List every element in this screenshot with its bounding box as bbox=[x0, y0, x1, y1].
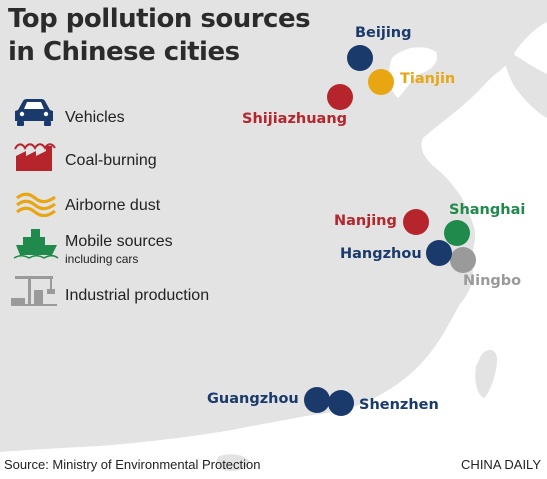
city-dot-hangzhou bbox=[426, 240, 452, 266]
factory-icon bbox=[14, 143, 56, 171]
dust-waves-icon bbox=[15, 192, 56, 217]
city-dot-ningbo bbox=[450, 247, 476, 273]
bohai-sea bbox=[389, 47, 438, 98]
title-line-2: in Chinese cities bbox=[8, 37, 240, 67]
legend-label-industrial-production: Industrial production bbox=[65, 287, 210, 304]
city-label-tianjin: Tianjin bbox=[400, 71, 456, 87]
city-label-guangzhou: Guangzhou bbox=[207, 391, 299, 407]
city-dot-shijiazhuang bbox=[327, 84, 353, 110]
city-dot-shenzhen bbox=[328, 390, 354, 416]
city-dot-guangzhou bbox=[304, 387, 330, 413]
source-note: Source: Ministry of Environmental Protec… bbox=[4, 457, 261, 472]
title-line-1: Top pollution sources bbox=[8, 4, 311, 34]
city-dot-shanghai bbox=[444, 220, 470, 246]
city-label-beijing: Beijing bbox=[355, 25, 412, 41]
industrial-crane-icon bbox=[11, 276, 57, 306]
car-icon bbox=[15, 99, 53, 126]
legend-label-vehicles: Vehicles bbox=[65, 109, 125, 126]
ship-icon bbox=[13, 229, 59, 259]
city-label-ningbo: Ningbo bbox=[463, 273, 522, 289]
city-label-hangzhou: Hangzhou bbox=[340, 246, 422, 262]
legend-label-mobile-sources: Mobile sources bbox=[65, 233, 173, 250]
legend-sublabel-mobile-sources: including cars bbox=[65, 252, 139, 266]
city-dot-tianjin bbox=[368, 69, 394, 95]
shandong-peninsula bbox=[401, 106, 448, 125]
city-dot-nanjing bbox=[403, 209, 429, 235]
city-label-nanjing: Nanjing bbox=[334, 213, 397, 229]
city-label-shenzhen: Shenzhen bbox=[359, 397, 439, 413]
legend-label-airborne-dust: Airborne dust bbox=[65, 197, 161, 214]
taiwan-island bbox=[475, 349, 498, 398]
city-label-shijiazhuang: Shijiazhuang bbox=[242, 111, 348, 127]
city-label-shanghai: Shanghai bbox=[449, 202, 526, 218]
hainan-island bbox=[216, 454, 250, 472]
city-dot-beijing bbox=[347, 45, 373, 71]
legend-label-coal-burning: Coal-burning bbox=[65, 152, 157, 169]
korea-peninsula bbox=[504, 50, 547, 118]
publisher-credit: CHINA DAILY bbox=[461, 457, 541, 472]
